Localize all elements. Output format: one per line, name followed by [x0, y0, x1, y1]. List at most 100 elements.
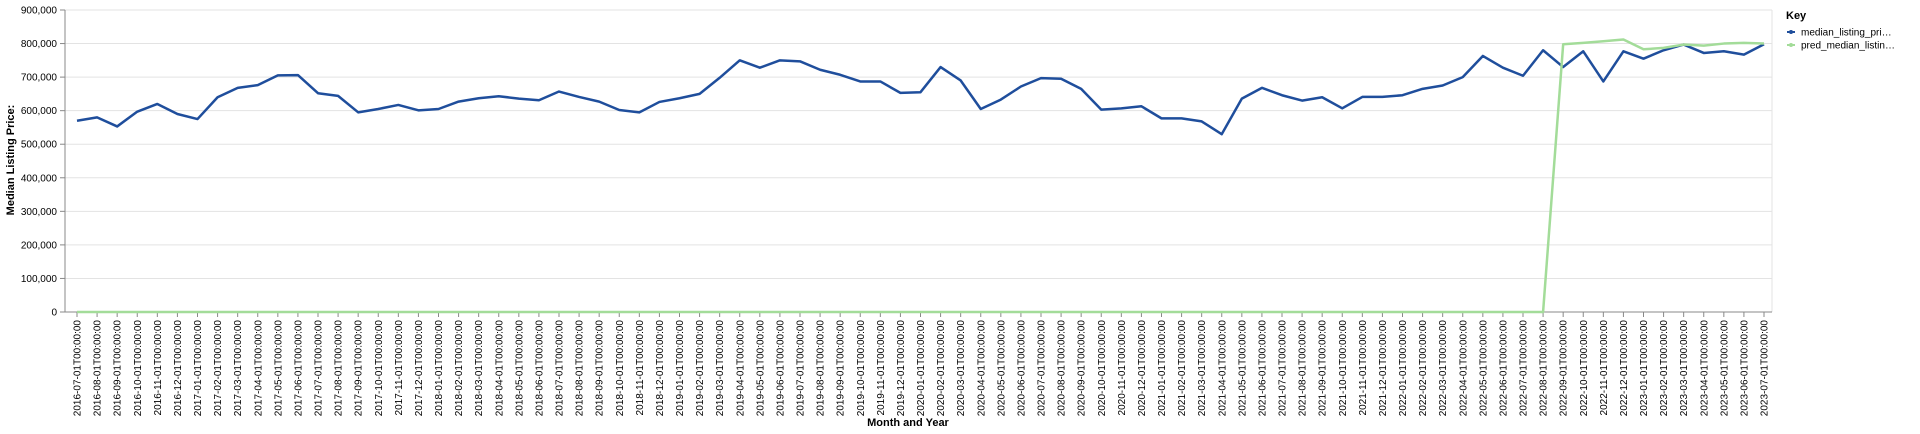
- x-tick-label: 2021-07-01T00:00:00: [1278, 320, 1289, 417]
- x-tick-label: 2021-10-01T00:00:00: [1338, 320, 1349, 417]
- x-tick-label: 2022-05-01T00:00:00: [1478, 320, 1489, 417]
- legend: Key median_listing_pri… pred_median_listi…: [1786, 10, 1895, 52]
- x-tick-label: 2020-12-01T00:00:00: [1137, 320, 1148, 417]
- x-tick-label: 2020-04-01T00:00:00: [976, 320, 987, 417]
- x-tick-label: 2020-01-01T00:00:00: [916, 320, 927, 417]
- x-tick-label: 2021-09-01T00:00:00: [1318, 320, 1329, 417]
- legend-label: pred_median_listin…: [1801, 41, 1895, 52]
- x-tick-label: 2020-06-01T00:00:00: [1016, 320, 1027, 417]
- x-tick-label: 2019-01-01T00:00:00: [675, 320, 686, 417]
- x-tick-label: 2021-01-01T00:00:00: [1157, 320, 1168, 417]
- x-tick-label: 2021-06-01T00:00:00: [1257, 320, 1268, 417]
- y-tick-label: 900,000: [21, 6, 58, 17]
- y-tick-label: 100,000: [21, 274, 58, 285]
- x-tick-label: 2016-10-01T00:00:00: [133, 320, 144, 417]
- x-tick-label: 2021-04-01T00:00:00: [1217, 320, 1228, 417]
- x-tick-label: 2021-02-01T00:00:00: [1177, 320, 1188, 417]
- series-line-0: [76, 43, 1765, 136]
- x-tick-label: 2021-05-01T00:00:00: [1237, 320, 1248, 417]
- x-tick-label: 2019-06-01T00:00:00: [775, 320, 786, 417]
- x-tick-label: 2019-08-01T00:00:00: [816, 320, 827, 417]
- x-tick-label: 2020-07-01T00:00:00: [1037, 320, 1048, 417]
- x-tick-label: 2019-04-01T00:00:00: [735, 320, 746, 417]
- x-tick-label: 2021-12-01T00:00:00: [1378, 320, 1389, 417]
- x-tick-label: 2018-02-01T00:00:00: [454, 320, 465, 417]
- y-tick-label: 300,000: [21, 207, 58, 218]
- x-tick-label: 2017-02-01T00:00:00: [213, 320, 224, 417]
- x-tick-label: 2022-03-01T00:00:00: [1438, 320, 1449, 417]
- x-tick-label: 2021-11-01T00:00:00: [1358, 320, 1369, 416]
- x-tick-label: 2019-07-01T00:00:00: [796, 320, 807, 417]
- x-tick-label: 2022-11-01T00:00:00: [1599, 320, 1610, 416]
- y-tick-label: 800,000: [21, 39, 58, 50]
- series-lines: [76, 38, 1765, 314]
- x-tick-label: 2020-03-01T00:00:00: [956, 320, 967, 417]
- y-axis-title: Median Listing Price:: [5, 105, 17, 216]
- x-tick-label: 2018-03-01T00:00:00: [474, 320, 485, 417]
- x-tick-label: 2020-05-01T00:00:00: [996, 320, 1007, 417]
- x-tick-label: 2022-01-01T00:00:00: [1398, 320, 1409, 417]
- x-tick-label: 2022-08-01T00:00:00: [1539, 320, 1550, 417]
- x-tick-label: 2022-04-01T00:00:00: [1458, 320, 1469, 417]
- y-tick-label: 700,000: [21, 73, 58, 84]
- y-tick-label: 200,000: [21, 240, 58, 251]
- y-tick-label: 600,000: [21, 106, 58, 117]
- x-tick-label: 2018-12-01T00:00:00: [655, 320, 666, 417]
- x-tick-label: 2021-08-01T00:00:00: [1298, 320, 1309, 417]
- x-tick-label: 2018-05-01T00:00:00: [514, 320, 525, 417]
- x-tick-label: 2019-05-01T00:00:00: [755, 320, 766, 417]
- x-tick-label: 2021-03-01T00:00:00: [1197, 320, 1208, 417]
- x-tick-label: 2017-12-01T00:00:00: [414, 320, 425, 417]
- x-tick-label: 2017-05-01T00:00:00: [273, 320, 284, 417]
- x-tick-label: 2017-06-01T00:00:00: [293, 320, 304, 417]
- x-tick-label: 2019-11-01T00:00:00: [876, 320, 887, 416]
- x-tick-label: 2018-09-01T00:00:00: [595, 320, 606, 417]
- x-tick-label: 2018-11-01T00:00:00: [635, 320, 646, 416]
- x-tick-label: 2023-02-01T00:00:00: [1659, 320, 1670, 417]
- x-tick-label: 2019-02-01T00:00:00: [695, 320, 706, 417]
- x-tick-label: 2018-07-01T00:00:00: [555, 320, 566, 417]
- x-tick-label: 2022-12-01T00:00:00: [1619, 320, 1630, 417]
- x-tick-label: 2020-02-01T00:00:00: [936, 320, 947, 417]
- x-tick-label: 2023-01-01T00:00:00: [1639, 320, 1650, 417]
- x-tick-label: 2018-08-01T00:00:00: [575, 320, 586, 417]
- y-tick-label: 400,000: [21, 173, 58, 184]
- x-tick-label: 2018-04-01T00:00:00: [494, 320, 505, 417]
- x-tick-label: 2020-10-01T00:00:00: [1097, 320, 1108, 417]
- x-tick-label: 2016-12-01T00:00:00: [173, 320, 184, 417]
- x-tick-label: 2020-11-01T00:00:00: [1117, 320, 1128, 416]
- legend-label: median_listing_pri…: [1801, 28, 1892, 39]
- x-tick-label: 2023-03-01T00:00:00: [1679, 320, 1690, 417]
- x-tick-label: 2019-03-01T00:00:00: [715, 320, 726, 417]
- x-tick-label: 2017-09-01T00:00:00: [354, 320, 365, 417]
- x-tick-label: 2019-10-01T00:00:00: [856, 320, 867, 417]
- x-tick-label: 2018-01-01T00:00:00: [434, 320, 445, 417]
- x-tick-label: 2022-09-01T00:00:00: [1559, 320, 1570, 417]
- x-tick-label: 2022-06-01T00:00:00: [1498, 320, 1509, 417]
- x-tick-label: 2020-09-01T00:00:00: [1077, 320, 1088, 417]
- x-tick-label: 2017-03-01T00:00:00: [233, 320, 244, 417]
- y-tick-label: 500,000: [21, 140, 58, 151]
- x-tick-label: 2017-10-01T00:00:00: [374, 320, 385, 417]
- x-tick-label: 2019-12-01T00:00:00: [896, 320, 907, 417]
- x-tick-label: 2023-07-01T00:00:00: [1760, 320, 1771, 417]
- x-tick-label: 2022-07-01T00:00:00: [1519, 320, 1530, 417]
- x-tick-label: 2016-08-01T00:00:00: [93, 320, 104, 417]
- x-axis-title: Month and Year: [867, 417, 949, 429]
- series-line-1: [77, 38, 1765, 314]
- x-tick-label: 2020-08-01T00:00:00: [1057, 320, 1068, 417]
- y-axis: 0 100,000 200,000 300,000 400,000 500,000 600,…: [21, 6, 66, 319]
- x-tick-label: 2023-06-01T00:00:00: [1739, 320, 1750, 417]
- x-tick-label: 2017-01-01T00:00:00: [193, 320, 204, 417]
- x-tick-label: 2022-10-01T00:00:00: [1579, 320, 1590, 417]
- x-tick-label: 2017-08-01T00:00:00: [334, 320, 345, 417]
- x-tick-label: 2022-02-01T00:00:00: [1418, 320, 1429, 417]
- x-tick-label: 2018-06-01T00:00:00: [534, 320, 545, 417]
- x-tick-label: 2023-04-01T00:00:00: [1699, 320, 1710, 417]
- x-tick-label: 2019-09-01T00:00:00: [836, 320, 847, 417]
- x-tick-label: 2017-04-01T00:00:00: [253, 320, 264, 417]
- legend-title: Key: [1786, 10, 1807, 22]
- y-tick-label: 0: [51, 308, 57, 319]
- x-tick-label: 2016-09-01T00:00:00: [113, 320, 124, 417]
